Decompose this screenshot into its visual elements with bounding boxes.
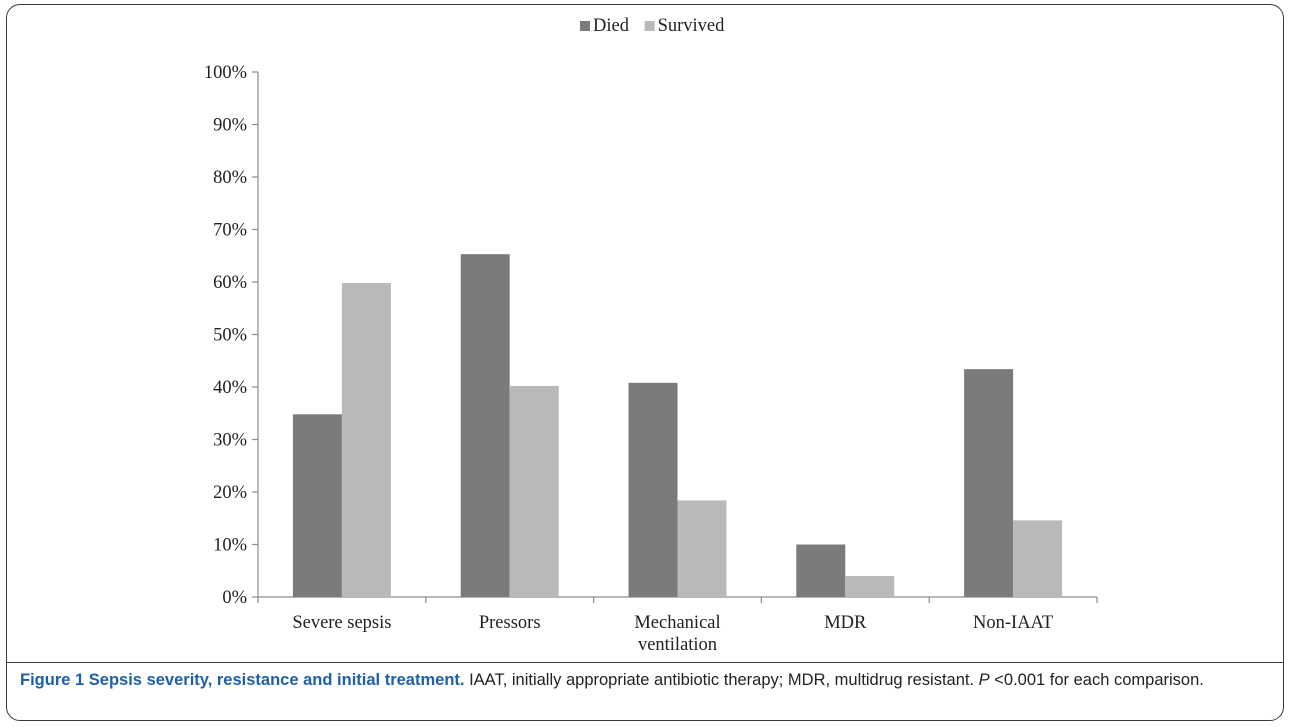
- y-axis: 0% 10% 20% 30% 40% 50% 60% 70% 80% 90% 100%: [204, 63, 259, 608]
- y-tick-label: 10%: [213, 536, 247, 556]
- bars: [292, 254, 1063, 598]
- caption-text: IAAT, initially appropriate antibiotic t…: [469, 671, 975, 689]
- legend-swatch: [644, 21, 655, 31]
- y-tick-label: 20%: [213, 483, 247, 503]
- x-tick-label: MDR: [824, 613, 867, 633]
- bar-died-0: [292, 414, 342, 597]
- legend-label: Died: [593, 16, 630, 36]
- bar-chart: Died Survived 0% 10% 20% 30% 40% 50% 60% 70% 80% 9…: [204, 16, 1098, 655]
- x-tick-label: Severe sepsis: [292, 613, 391, 633]
- y-tick-label: 100%: [204, 63, 247, 83]
- y-tick-label: 80%: [213, 168, 247, 188]
- bar-died-2: [628, 382, 678, 597]
- bar-survived-0: [341, 283, 391, 597]
- x-tick-label: Non-IAAT: [973, 613, 1053, 633]
- bar-died-3: [796, 544, 846, 597]
- legend-swatch: [580, 21, 590, 31]
- bar-survived-1: [509, 385, 559, 597]
- y-tick-label: 90%: [213, 116, 247, 136]
- x-tick-label: Pressors: [479, 613, 541, 633]
- x-tick-label: ventilation: [638, 635, 717, 655]
- x-axis: Severe sepsis Pressors Mechanicalventilati…: [257, 596, 1098, 655]
- bar-died-1: [460, 254, 510, 598]
- figure-label: Figure 1: [20, 671, 85, 689]
- y-tick-label: 50%: [213, 326, 247, 346]
- caption-text-2: <0.001 for each comparison.: [994, 671, 1204, 689]
- caption-divider: [6, 662, 1284, 663]
- figure-caption: Figure 1 Sepsis severity, resistance and…: [20, 668, 1270, 692]
- y-tick-label: 40%: [213, 378, 247, 398]
- figure-title: Sepsis severity, resistance and initial …: [88, 671, 465, 689]
- y-tick-label: 30%: [213, 431, 247, 451]
- figure-frame: [6, 4, 1284, 721]
- y-tick-label: 0%: [222, 588, 247, 608]
- y-tick-label: 70%: [213, 221, 247, 241]
- legend-label: Survived: [658, 16, 726, 36]
- bar-survived-2: [677, 500, 727, 597]
- y-tick-label: 60%: [213, 273, 247, 293]
- legend: Died Survived: [580, 16, 725, 36]
- bar-survived-4: [1013, 520, 1063, 597]
- bar-survived-3: [845, 576, 895, 597]
- x-tick-label: Mechanical: [634, 613, 720, 633]
- bar-died-4: [964, 369, 1014, 597]
- p-symbol: P: [978, 671, 990, 689]
